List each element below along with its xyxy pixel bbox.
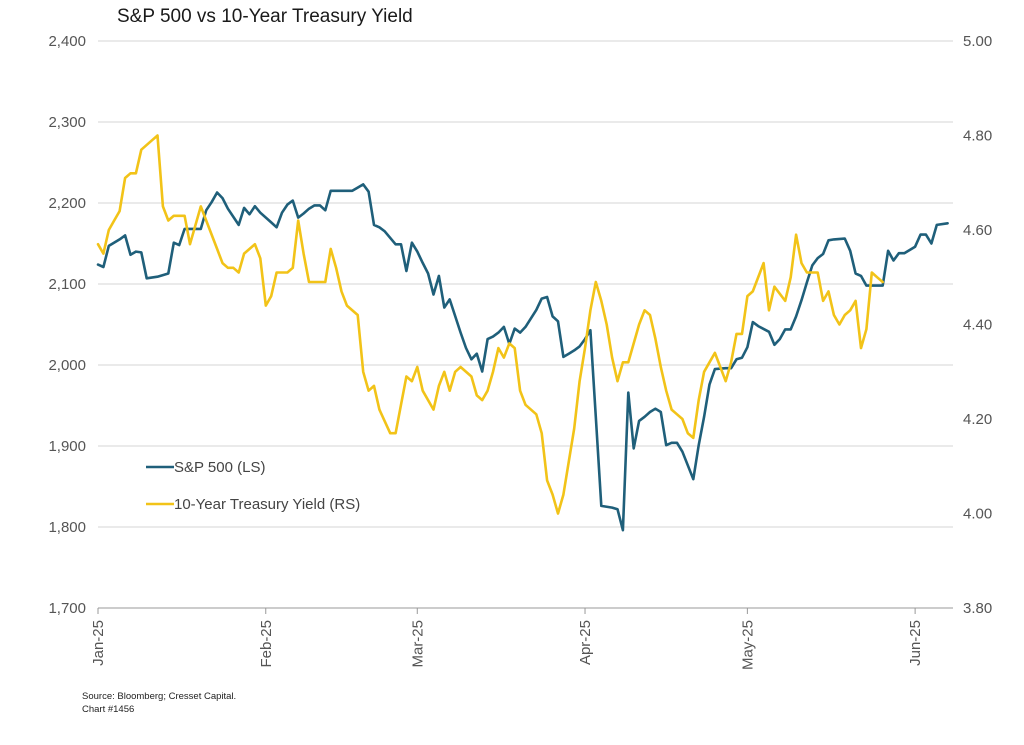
x-tick-label: Jan-25 bbox=[90, 620, 107, 666]
left-tick-label: 1,700 bbox=[48, 600, 86, 617]
left-tick-label: 1,900 bbox=[48, 438, 86, 455]
sp500-line bbox=[96, 183, 949, 532]
left-tick-label: 2,200 bbox=[48, 195, 86, 212]
right-tick-label: 4.60 bbox=[963, 222, 992, 239]
x-tick-label: May-25 bbox=[739, 620, 756, 670]
right-tick-label: 4.00 bbox=[963, 506, 992, 523]
source-note: Source: Bloomberg; Cresset Capital. Char… bbox=[82, 690, 236, 716]
left-tick-label: 2,400 bbox=[48, 33, 86, 50]
treasury-yield-line bbox=[96, 134, 884, 515]
x-tick-label: Mar-25 bbox=[409, 620, 426, 668]
left-tick-label: 2,100 bbox=[48, 276, 86, 293]
right-tick-label: 4.20 bbox=[963, 411, 992, 428]
legend-treasury-yield-label: 10-Year Treasury Yield (RS) bbox=[174, 496, 360, 513]
left-tick-label: 2,300 bbox=[48, 114, 86, 131]
chart-id-text: Chart #1456 bbox=[82, 704, 135, 715]
left-tick-label: 1,800 bbox=[48, 519, 86, 536]
legend-sp500-label: S&P 500 (LS) bbox=[174, 459, 265, 476]
right-tick-label: 4.80 bbox=[963, 128, 992, 145]
left-tick-label: 2,000 bbox=[48, 357, 86, 374]
chart-title: S&P 500 vs 10-Year Treasury Yield bbox=[117, 6, 413, 27]
right-tick-label: 5.00 bbox=[963, 33, 992, 50]
right-tick-label: 4.40 bbox=[963, 317, 992, 334]
x-tick-label: Jun-25 bbox=[907, 620, 924, 666]
right-tick-label: 3.80 bbox=[963, 600, 992, 617]
x-tick-label: Feb-25 bbox=[258, 620, 275, 668]
x-tick-label: Apr-25 bbox=[577, 620, 594, 665]
source-text: Source: Bloomberg; Cresset Capital. bbox=[82, 691, 237, 702]
